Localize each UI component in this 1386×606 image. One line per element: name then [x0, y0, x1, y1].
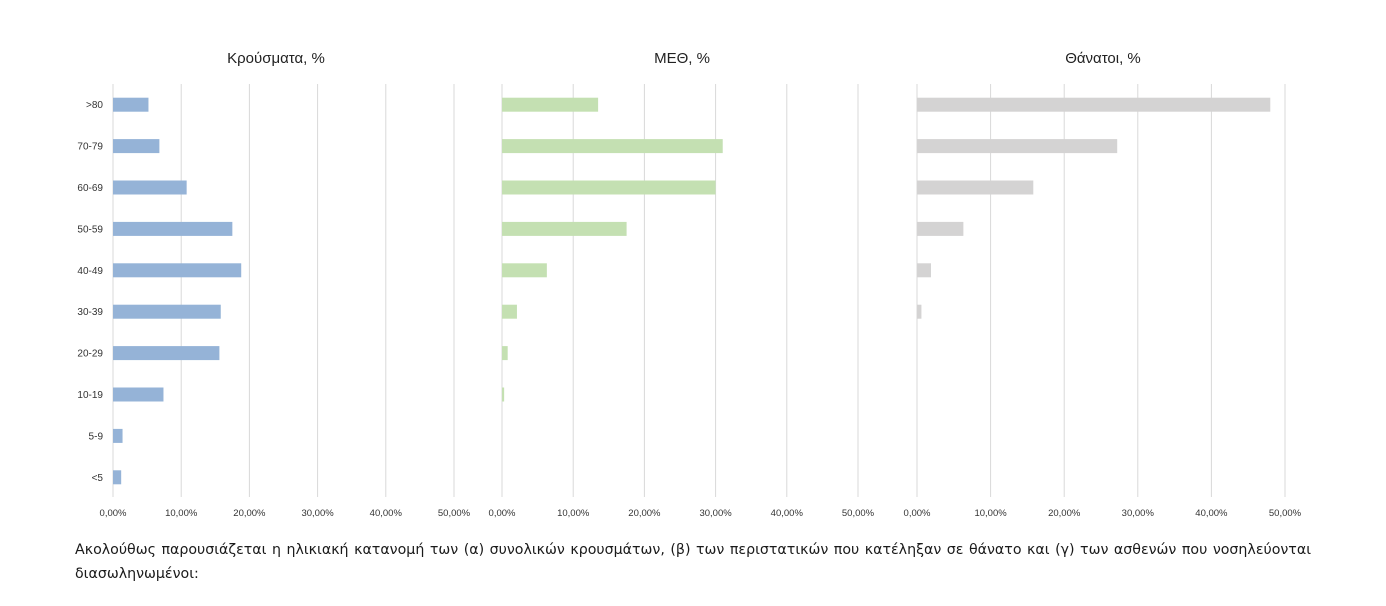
chart-title-2: ΜΕΘ, %	[654, 50, 710, 67]
bar-50-59	[113, 221, 233, 236]
bar-30-39	[917, 304, 922, 319]
x-tick-label: 20,00%	[628, 508, 661, 519]
category-label: 30-39	[77, 307, 103, 318]
bar-50-59	[502, 221, 627, 236]
category-label: 5-9	[89, 431, 104, 442]
category-label: 40-49	[77, 266, 103, 277]
bar-30-39	[502, 304, 517, 319]
bar-60-69	[917, 180, 1034, 195]
x-tick-label: 30,00%	[1122, 508, 1155, 519]
x-tick-label: 0,00%	[100, 508, 127, 519]
bar-70-79	[502, 139, 723, 154]
category-label: 70-79	[77, 142, 103, 153]
x-tick-label: 50,00%	[842, 508, 875, 519]
category-label: 60-69	[77, 183, 103, 194]
x-tick-label: 10,00%	[165, 508, 198, 519]
bar-50-59	[917, 221, 964, 236]
bar-60-69	[113, 180, 187, 195]
x-tick-label: 20,00%	[1048, 508, 1081, 519]
bar-gt80	[113, 97, 149, 112]
caption-text: Ακολούθως παρουσιάζεται η ηλικιακή καταν…	[75, 542, 1311, 582]
bar-60-69	[502, 180, 716, 195]
bar-20-29	[113, 346, 220, 361]
chart-panel-1: Κρούσματα, % 0,00% 10,00% 20,00% 30,00% 40,00…	[77, 50, 470, 519]
category-label: 10-19	[77, 390, 103, 401]
chart-title-3: Θάνατοι, %	[1065, 50, 1141, 67]
bar-70-79	[917, 139, 1118, 154]
chart-panel-3: Θάνατοι, % 0,00% 10,00% 20,00% 30,00% 40,00% 5…	[904, 50, 1302, 519]
bar-20-29	[502, 346, 508, 361]
x-tick-label: 0,00%	[904, 508, 931, 519]
bar-gt80	[917, 97, 1271, 112]
chart-panel-2: ΜΕΘ, % 0,00% 10,00% 20,00% 30,00% 40,00% 50,00…	[489, 50, 875, 519]
category-label: >80	[86, 100, 103, 111]
chart-title-1: Κρούσματα, %	[227, 50, 325, 67]
x-tick-label: 10,00%	[974, 508, 1007, 519]
bar-10-19	[113, 387, 164, 402]
bar-70-79	[113, 139, 160, 154]
x-tick-label: 30,00%	[301, 508, 334, 519]
bar-40-49	[113, 263, 242, 278]
x-tick-label: 20,00%	[233, 508, 266, 519]
x-tick-label: 10,00%	[557, 508, 590, 519]
x-tick-label: 40,00%	[370, 508, 403, 519]
category-label: <5	[92, 473, 104, 484]
charts-canvas: Κρούσματα, % 0,00% 10,00% 20,00% 30,00% 40,00…	[77, 50, 1302, 519]
x-tick-label: 40,00%	[1195, 508, 1228, 519]
category-label: 20-29	[77, 349, 103, 360]
category-label: 50-59	[77, 224, 103, 235]
x-tick-label: 30,00%	[699, 508, 732, 519]
x-tick-label: 40,00%	[771, 508, 804, 519]
bar-gt80	[502, 97, 599, 112]
bar-10-19	[502, 387, 505, 402]
bar-30-39	[113, 304, 221, 319]
x-tick-label: 0,00%	[489, 508, 516, 519]
bar-40-49	[917, 263, 931, 278]
x-tick-label: 50,00%	[438, 508, 471, 519]
bar-lt5	[113, 470, 122, 485]
bar-40-49	[502, 263, 547, 278]
bar-5-9	[113, 428, 123, 443]
x-tick-label: 50,00%	[1269, 508, 1302, 519]
